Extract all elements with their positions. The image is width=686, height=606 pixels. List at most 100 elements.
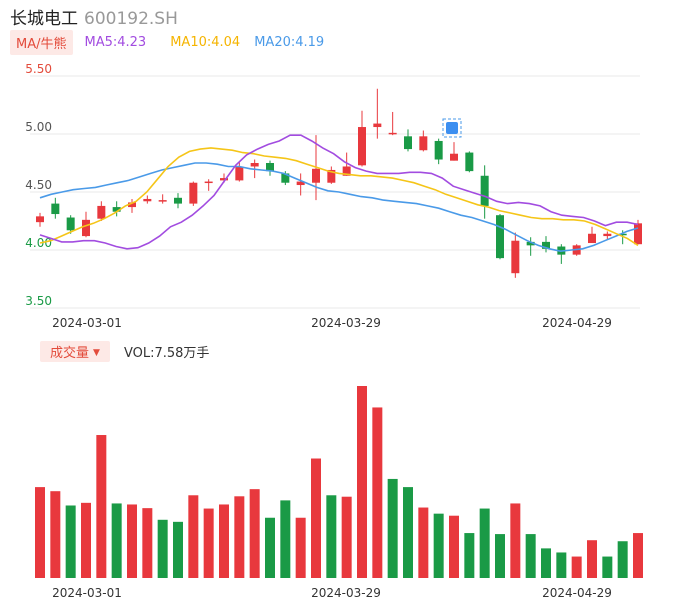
ma-legend: MA/牛熊 MA5:4.23 MA10:4.04 MA20:4.19 [10,29,325,55]
candle-body [312,168,320,183]
candle-body [112,207,121,212]
volume-bar [510,503,521,578]
date-tick-label: 2024-03-29 [311,316,381,330]
ma5-line [39,134,639,250]
ma-indicator-selector[interactable]: MA/牛熊 [10,29,73,55]
volume-bar [479,508,490,578]
candle-body [342,166,351,176]
candle-body [266,163,274,172]
date-tick-label: 2024-04-29 [542,316,612,330]
dropdown-arrow-icon: ▼ [93,347,100,358]
volume-bar [541,548,551,578]
candle-body [373,123,382,128]
ma5-value: MA5:4.23 [84,34,147,50]
volume-bar [571,556,582,578]
price-tick-label: 5.00 [25,120,52,134]
candle-body [419,136,428,151]
stock-code: 600192.SH [84,9,178,29]
volume-bar [219,504,229,578]
volume-bar [464,533,475,578]
volume-bar [280,500,291,578]
candle-body [450,153,458,161]
volume-bar [234,496,245,578]
volume-bar [617,541,628,578]
candle-body [542,241,550,249]
volume-bar [157,519,168,578]
candle-body [82,219,90,237]
candle-body [618,233,627,236]
stock-name: 长城电工 [10,9,78,29]
price-tick-label: 4.00 [25,236,52,250]
volume-bar [372,407,383,578]
ma10-value: MA10:4.04 [170,34,241,50]
volume-bar [602,556,613,578]
volume-bar [341,496,352,578]
volume-bar [188,495,199,578]
candle-body [296,181,305,186]
volume-legend: 成交量 ▼ VOL:7.58万手 [40,340,209,362]
candle-body [189,182,198,204]
candle-body [220,178,228,181]
candle-body [634,223,642,245]
date-tick-label: 2024-03-29 [311,586,381,600]
date-tick-label: 2024-03-01 [52,586,122,600]
candle-body [250,163,259,167]
volume-bar [249,489,260,578]
volume-bar [96,435,107,578]
volume-bar [449,515,459,578]
candle-body [526,241,535,246]
candle-body [327,169,336,183]
price-tick-label: 4.50 [25,178,52,192]
candle-body [97,205,106,219]
candle-body [603,233,612,237]
candle-body [66,217,75,231]
candle-body [588,233,596,244]
volume-bar [65,505,76,578]
volume-bar [387,478,398,578]
volume-bar [142,508,153,578]
candle-body [388,132,397,135]
volume-bar [495,534,505,578]
date-tick-label: 2024-04-29 [542,586,612,600]
volume-bar [433,513,444,578]
candle-body [235,166,244,181]
candle-body [358,127,366,166]
event-marker-icon [442,118,462,138]
candle-body [51,203,60,215]
volume-bar [127,504,137,578]
price-tick-label: 3.50 [25,294,52,308]
date-tick-label: 2024-03-01 [52,316,122,330]
candle-body [404,136,412,150]
candle-body [143,198,152,202]
volume-bar [525,534,536,578]
volume-bar [173,521,183,578]
ma20-value: MA20:4.19 [254,34,325,50]
stock-title: 长城电工 600192.SH [10,4,178,29]
candle-body [434,140,443,160]
candle-body [281,173,290,183]
volume-bar [265,517,275,578]
volume-bar [50,491,61,578]
candle-body [480,175,489,206]
ma20-line [39,162,639,253]
volume-bar [35,487,45,578]
price-tick-label: 5.50 [25,62,52,76]
volume-bar [81,502,91,578]
volume-bar [418,507,429,578]
candle-body [465,152,474,172]
candle-body [158,200,167,202]
volume-bar [587,540,597,578]
candle-body [36,216,44,223]
volume-bar [357,386,367,578]
volume-bar [556,552,567,578]
candle-body [496,215,504,259]
candle-body [511,240,520,274]
volume-bar [633,533,643,578]
volume-bar [311,458,321,578]
volume-bar [295,517,306,578]
candle-body [174,197,182,204]
volume-indicator-selector[interactable]: 成交量 ▼ [40,340,110,362]
candle-body [128,202,136,208]
volume-bar [111,503,122,578]
